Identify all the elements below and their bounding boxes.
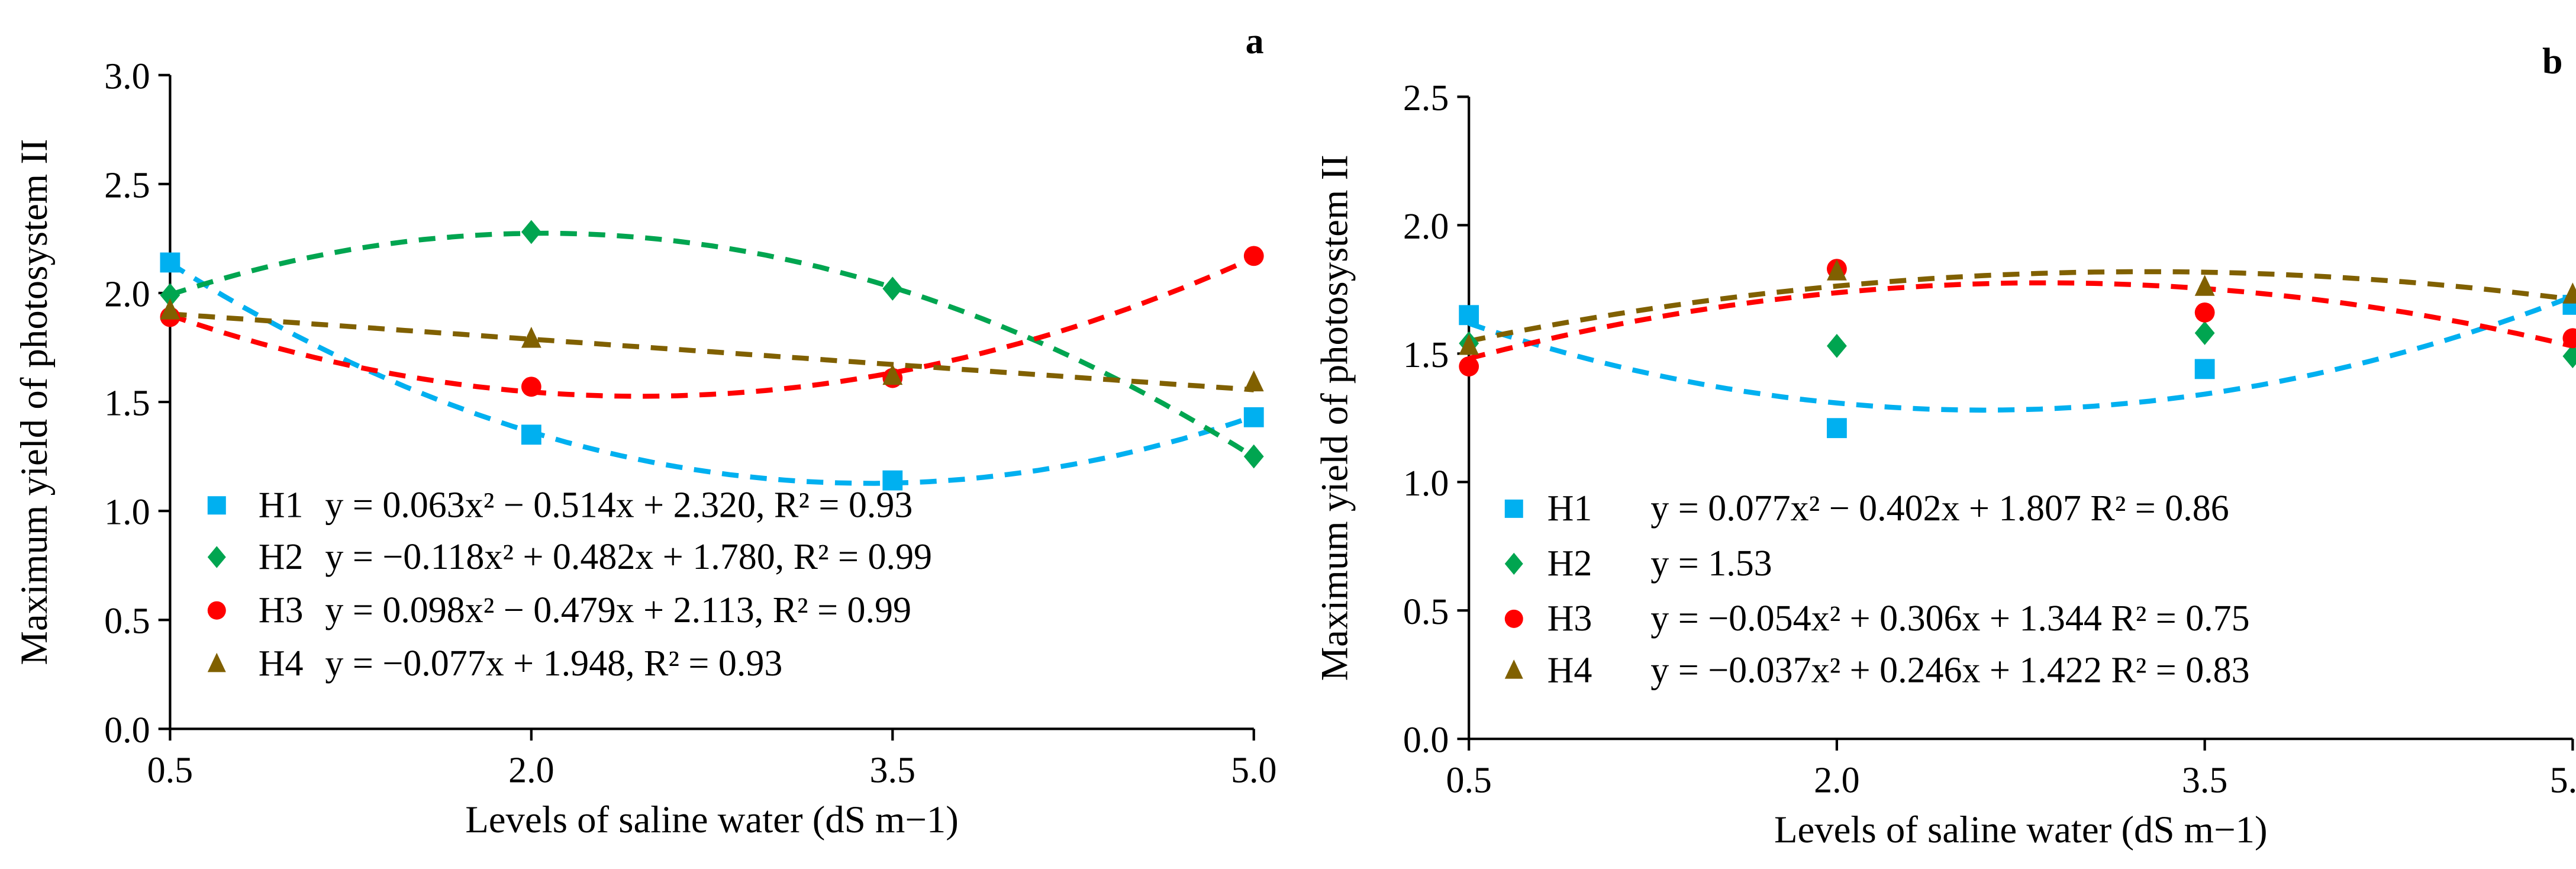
legend-label: H2 xyxy=(1547,543,1592,584)
legend-label: H3 xyxy=(259,590,304,630)
legend-equation: y = −0.077x + 1.948, R² = 0.93 xyxy=(325,643,782,684)
data-point-h3 xyxy=(2194,302,2215,323)
y-tick-label: 2.0 xyxy=(104,275,150,315)
legend-marker-h1 xyxy=(207,496,226,515)
x-tick-label: 3.5 xyxy=(2182,760,2227,800)
panel-label: b xyxy=(2542,41,2562,82)
legend-marker-h3 xyxy=(1504,609,1523,628)
y-tick-label: 1.0 xyxy=(1403,464,1449,504)
y-tick-label: 1.0 xyxy=(104,493,150,533)
y-tick-label: 3.0 xyxy=(104,56,150,96)
y-tick-label: 1.5 xyxy=(104,384,150,424)
x-axis-label: Levels of saline water (dS m−1) xyxy=(465,799,959,841)
x-tick-label: 0.5 xyxy=(1446,760,1491,800)
legend-label: H4 xyxy=(1547,650,1592,690)
y-tick-label: 0.5 xyxy=(1403,592,1449,632)
y-tick-label: 0.0 xyxy=(104,710,150,751)
y-tick-label: 0.0 xyxy=(1403,720,1449,761)
y-axis-label: Maximum yield of photosystem II xyxy=(13,139,56,665)
trendline-h4 xyxy=(170,311,1255,392)
x-tick-label: 2.0 xyxy=(1814,760,1859,800)
x-tick-label: 3.5 xyxy=(870,750,915,790)
data-point-h3 xyxy=(1243,246,1264,266)
data-point-h2 xyxy=(2194,321,2215,345)
legend-equation: y = −0.037x² + 0.246x + 1.422 R² = 0.83 xyxy=(1650,650,2249,690)
data-point-h2 xyxy=(2562,344,2576,368)
legend-label: H1 xyxy=(1547,488,1592,529)
trendline-h3 xyxy=(169,255,1255,399)
x-axis-label: Levels of saline water (dS m−1) xyxy=(1774,809,2268,851)
y-tick-label: 1.5 xyxy=(1403,335,1449,375)
data-point-h1 xyxy=(2194,359,2215,379)
panel-label: a xyxy=(1246,21,1264,62)
trendline-h4 xyxy=(1468,269,2573,344)
data-point-h4 xyxy=(1827,259,1847,281)
x-tick-label: 5.0 xyxy=(2550,760,2576,800)
data-point-h4 xyxy=(521,327,541,348)
data-point-h2 xyxy=(1827,334,1847,358)
y-tick-label: 2.5 xyxy=(1403,78,1449,118)
y-axis-label: Maximum yield of photosystem II xyxy=(1314,155,1356,681)
legend-label: H2 xyxy=(259,537,304,577)
legend-equation: y = 1.53 xyxy=(1650,543,1772,584)
legend-marker-h2 xyxy=(207,546,226,568)
legend-equation: y = −0.118x² + 0.482x + 1.780, R² = 0.99 xyxy=(325,537,932,577)
legend-marker-h4 xyxy=(1504,659,1523,679)
legend-equation: y = 0.098x² − 0.479x + 2.113, R² = 0.99 xyxy=(325,590,911,630)
legend-equation: y = 0.077x² − 0.402x + 1.807 R² = 0.86 xyxy=(1650,488,2229,529)
data-point-h2 xyxy=(1243,444,1264,469)
data-point-h4 xyxy=(160,298,180,320)
data-point-h3 xyxy=(2562,328,2576,349)
data-point-h2 xyxy=(882,276,903,301)
x-tick-label: 0.5 xyxy=(147,750,193,790)
data-point-h1 xyxy=(1459,305,1479,326)
data-point-h2 xyxy=(521,220,541,244)
legend-label: H4 xyxy=(259,643,304,684)
data-point-h4 xyxy=(2562,282,2576,304)
data-point-h1 xyxy=(521,424,541,445)
data-point-h4 xyxy=(1459,334,1479,355)
legend-marker-h4 xyxy=(207,652,226,672)
x-tick-label: 2.0 xyxy=(508,750,554,790)
trendline-h3 xyxy=(1468,280,2574,361)
data-point-h1 xyxy=(160,252,180,273)
legend-marker-h2 xyxy=(1504,552,1523,575)
data-point-h3 xyxy=(521,376,541,397)
legend-label: H3 xyxy=(1547,598,1592,639)
y-tick-label: 0.5 xyxy=(104,601,150,642)
data-point-h4 xyxy=(2194,275,2215,296)
legend-label: H1 xyxy=(259,485,304,525)
trendline-h2 xyxy=(169,230,1255,459)
data-point-h1 xyxy=(1243,407,1264,427)
chart-panel-a: 0.00.51.01.52.02.53.00.5 2.0 3.5 5.0Levels … xyxy=(13,21,1277,841)
legend-equation: y = −0.054x² + 0.306x + 1.344 R² = 0.75 xyxy=(1650,598,2249,639)
data-point-h1 xyxy=(1827,418,1847,439)
legend-marker-h3 xyxy=(207,601,226,620)
data-point-h4 xyxy=(1243,370,1264,392)
data-point-h3 xyxy=(1459,356,1479,376)
data-point-h1 xyxy=(882,470,903,491)
legend-marker-h1 xyxy=(1504,499,1523,518)
x-tick-label: 5.0 xyxy=(1231,750,1276,790)
y-tick-label: 2.0 xyxy=(1403,207,1449,247)
legend-equation: y = 0.063x² − 0.514x + 2.320, R² = 0.93 xyxy=(325,485,913,525)
trendline-h1 xyxy=(169,261,1255,486)
y-tick-label: 2.5 xyxy=(104,165,150,205)
data-point-h4 xyxy=(882,363,903,385)
